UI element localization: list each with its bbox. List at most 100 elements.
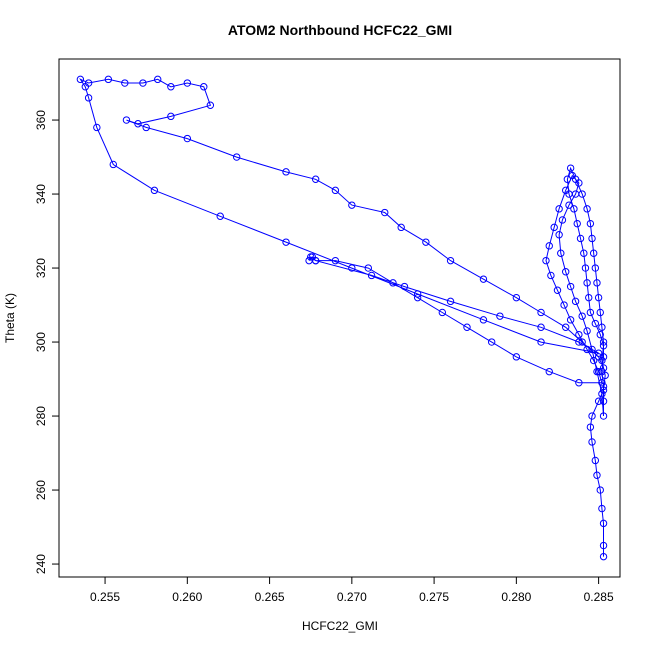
- data-point: [593, 471, 601, 479]
- data-point: [367, 271, 376, 280]
- data-point: [570, 205, 578, 213]
- data-point: [167, 83, 175, 91]
- data-point: [167, 112, 175, 121]
- data-point: [93, 123, 101, 132]
- data-point: [562, 323, 570, 331]
- data-point: [594, 367, 603, 376]
- data-point: [598, 379, 606, 387]
- series-line: [79, 78, 606, 557]
- data-point: [479, 275, 488, 283]
- data-point: [183, 79, 192, 87]
- data-point: [512, 353, 521, 361]
- data-point: [206, 101, 215, 109]
- data-point: [463, 323, 471, 331]
- plot-frame: [58, 58, 621, 578]
- data-point: [311, 175, 320, 183]
- y-tick-label: 240: [34, 554, 48, 574]
- data-point: [76, 75, 85, 84]
- data-point: [122, 116, 131, 124]
- data-point: [583, 345, 591, 354]
- x-tick-label: 0.280: [501, 590, 531, 604]
- data-point: [566, 282, 575, 291]
- data-point: [560, 301, 568, 309]
- data-point: [599, 541, 608, 550]
- data-point: [364, 264, 372, 272]
- x-tick-label: 0.265: [255, 590, 285, 604]
- data-point: [575, 179, 583, 187]
- data-point: [599, 382, 608, 391]
- data-point: [578, 312, 586, 320]
- data-point: [585, 293, 593, 302]
- data-point: [496, 312, 504, 320]
- data-point: [389, 279, 397, 287]
- data-point: [571, 297, 580, 306]
- data-point: [588, 345, 596, 354]
- data-point: [216, 212, 224, 220]
- data-point: [563, 175, 572, 183]
- data-point: [580, 249, 588, 257]
- data-point: [578, 338, 586, 346]
- data-point: [104, 75, 113, 84]
- data-point: [565, 201, 573, 209]
- data-point: [566, 164, 575, 172]
- data-point: [599, 342, 608, 350]
- data-point: [593, 279, 601, 287]
- data-point: [583, 327, 591, 335]
- y-tick-label: 280: [34, 406, 48, 426]
- data-point: [348, 264, 356, 272]
- y-tick-label: 260: [34, 480, 48, 500]
- data-point: [282, 238, 290, 246]
- data-point: [588, 438, 596, 446]
- data-point: [413, 290, 422, 298]
- data-point: [566, 316, 575, 324]
- data-point: [422, 238, 430, 246]
- x-tick-label: 0.275: [419, 590, 449, 604]
- data-point: [568, 171, 576, 180]
- data-point: [586, 308, 595, 317]
- data-point: [594, 397, 603, 405]
- data-point: [599, 338, 608, 346]
- data-point: [594, 293, 603, 302]
- data-point: [576, 234, 585, 243]
- data-point: [537, 338, 545, 346]
- data-point: [84, 94, 93, 102]
- data-point: [547, 271, 555, 280]
- data-point: [553, 286, 562, 294]
- data-point: [562, 186, 570, 195]
- data-point: [545, 367, 553, 376]
- data-point: [594, 353, 603, 361]
- data-point: [331, 256, 340, 265]
- data-point: [232, 153, 241, 161]
- data-point: [139, 79, 147, 87]
- data-point: [589, 249, 598, 257]
- x-axis-label: HCFC22_GMI: [302, 619, 378, 633]
- data-point: [558, 216, 567, 224]
- x-tick-label: 0.285: [584, 590, 614, 604]
- data-point: [586, 423, 595, 431]
- data-point: [599, 397, 608, 405]
- data-point: [583, 205, 591, 213]
- data-point: [142, 123, 150, 132]
- data-point: [588, 412, 596, 420]
- data-point: [109, 160, 117, 169]
- data-point: [575, 379, 583, 387]
- data-point: [583, 279, 591, 287]
- data-point: [84, 79, 93, 87]
- data-point: [586, 219, 595, 228]
- data-point: [150, 186, 159, 195]
- data-point: [479, 316, 488, 324]
- data-point: [331, 186, 340, 195]
- data-point: [555, 231, 563, 239]
- y-axis: 240 260 280 300 320 340 360: [34, 110, 60, 574]
- data-point: [537, 308, 545, 317]
- data-point: [598, 504, 606, 513]
- data-point: [282, 168, 290, 176]
- data-point: [121, 79, 129, 87]
- data-point: [581, 264, 590, 272]
- data-point: [591, 456, 600, 465]
- data-point: [550, 223, 558, 232]
- data-point: [438, 308, 447, 317]
- data-point: [575, 338, 583, 346]
- data-point: [573, 219, 581, 228]
